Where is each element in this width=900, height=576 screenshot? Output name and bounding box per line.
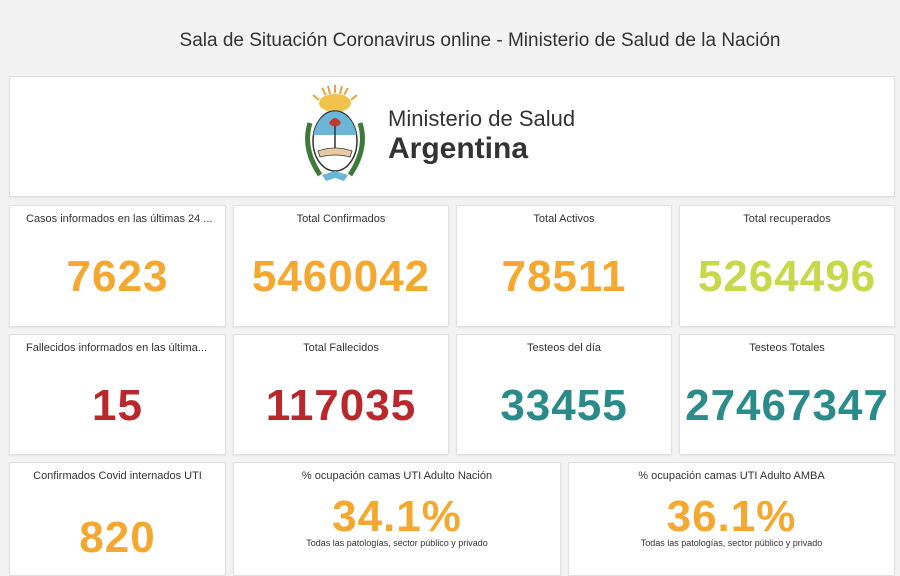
stat-value: 78511 (501, 252, 627, 301)
stat-card-icu-covid: Confirmados Covid internados UTI 820 (9, 462, 226, 576)
page-title: Sala de Situación Coronavirus online - M… (179, 30, 781, 51)
stat-label: Confirmados Covid internados UTI (33, 470, 202, 482)
logo-ministry-name: Ministerio de Salud (388, 105, 576, 131)
stat-label: Total Activos (533, 213, 595, 225)
stat-card-daily-tests: Testeos del día 33455 (456, 334, 672, 455)
stat-label: % ocupación camas UTI Adulto Nación (301, 470, 493, 482)
stat-value: 33455 (500, 381, 628, 430)
stat-value: 27467347 (685, 381, 889, 430)
stat-label: Fallecidos informados en las última... (26, 342, 207, 354)
stat-subtitle: Todas las patologías, sector público y p… (306, 538, 488, 548)
stat-card-icu-occupancy-amba: % ocupación camas UTI Adulto AMBA 36.1% … (568, 462, 895, 576)
stat-label: Casos informados en las últimas 24 ... (26, 213, 213, 225)
ministry-logo: Ministerio de Salud Argentina (300, 83, 575, 188)
stat-value: 36.1% (666, 492, 797, 541)
stat-value: 7623 (66, 252, 169, 301)
stat-label: Total recuperados (743, 213, 831, 225)
stat-subtitle: Todas las patologías, sector público y p… (640, 538, 823, 548)
header-card: Ministerio de Salud Argentina (9, 76, 895, 197)
stat-label: Testeos Totales (749, 342, 825, 354)
argentina-coat-of-arms-icon (305, 85, 365, 181)
stat-value: 5264496 (697, 252, 877, 301)
stat-label: Total Fallecidos (303, 342, 379, 354)
stat-card-total-deaths: Total Fallecidos 117035 (233, 334, 449, 455)
stat-value: 117035 (265, 381, 417, 430)
stat-card-total-active: Total Activos 78511 (456, 205, 672, 327)
stat-value: 34.1% (332, 492, 462, 541)
stat-label: Testeos del día (527, 342, 601, 354)
logo-country-name: Argentina (388, 131, 529, 165)
stat-value: 5460042 (251, 252, 431, 301)
stat-label: % ocupación camas UTI Adulto AMBA (638, 470, 825, 482)
stat-card-cases-24h: Casos informados en las últimas 24 ... 7… (9, 205, 226, 327)
stat-label: Total Confirmados (296, 213, 386, 225)
stat-card-icu-occupancy-nation: % ocupación camas UTI Adulto Nación 34.1… (233, 462, 561, 576)
stat-value: 820 (79, 513, 156, 562)
stat-card-total-recovered: Total recuperados 5264496 (679, 205, 895, 327)
stat-card-deaths-24h: Fallecidos informados en las última... 1… (9, 334, 226, 455)
stat-card-total-tests: Testeos Totales 27467347 (679, 334, 895, 455)
stat-value: 15 (92, 381, 143, 430)
stat-card-total-confirmed: Total Confirmados 5460042 (233, 205, 449, 327)
